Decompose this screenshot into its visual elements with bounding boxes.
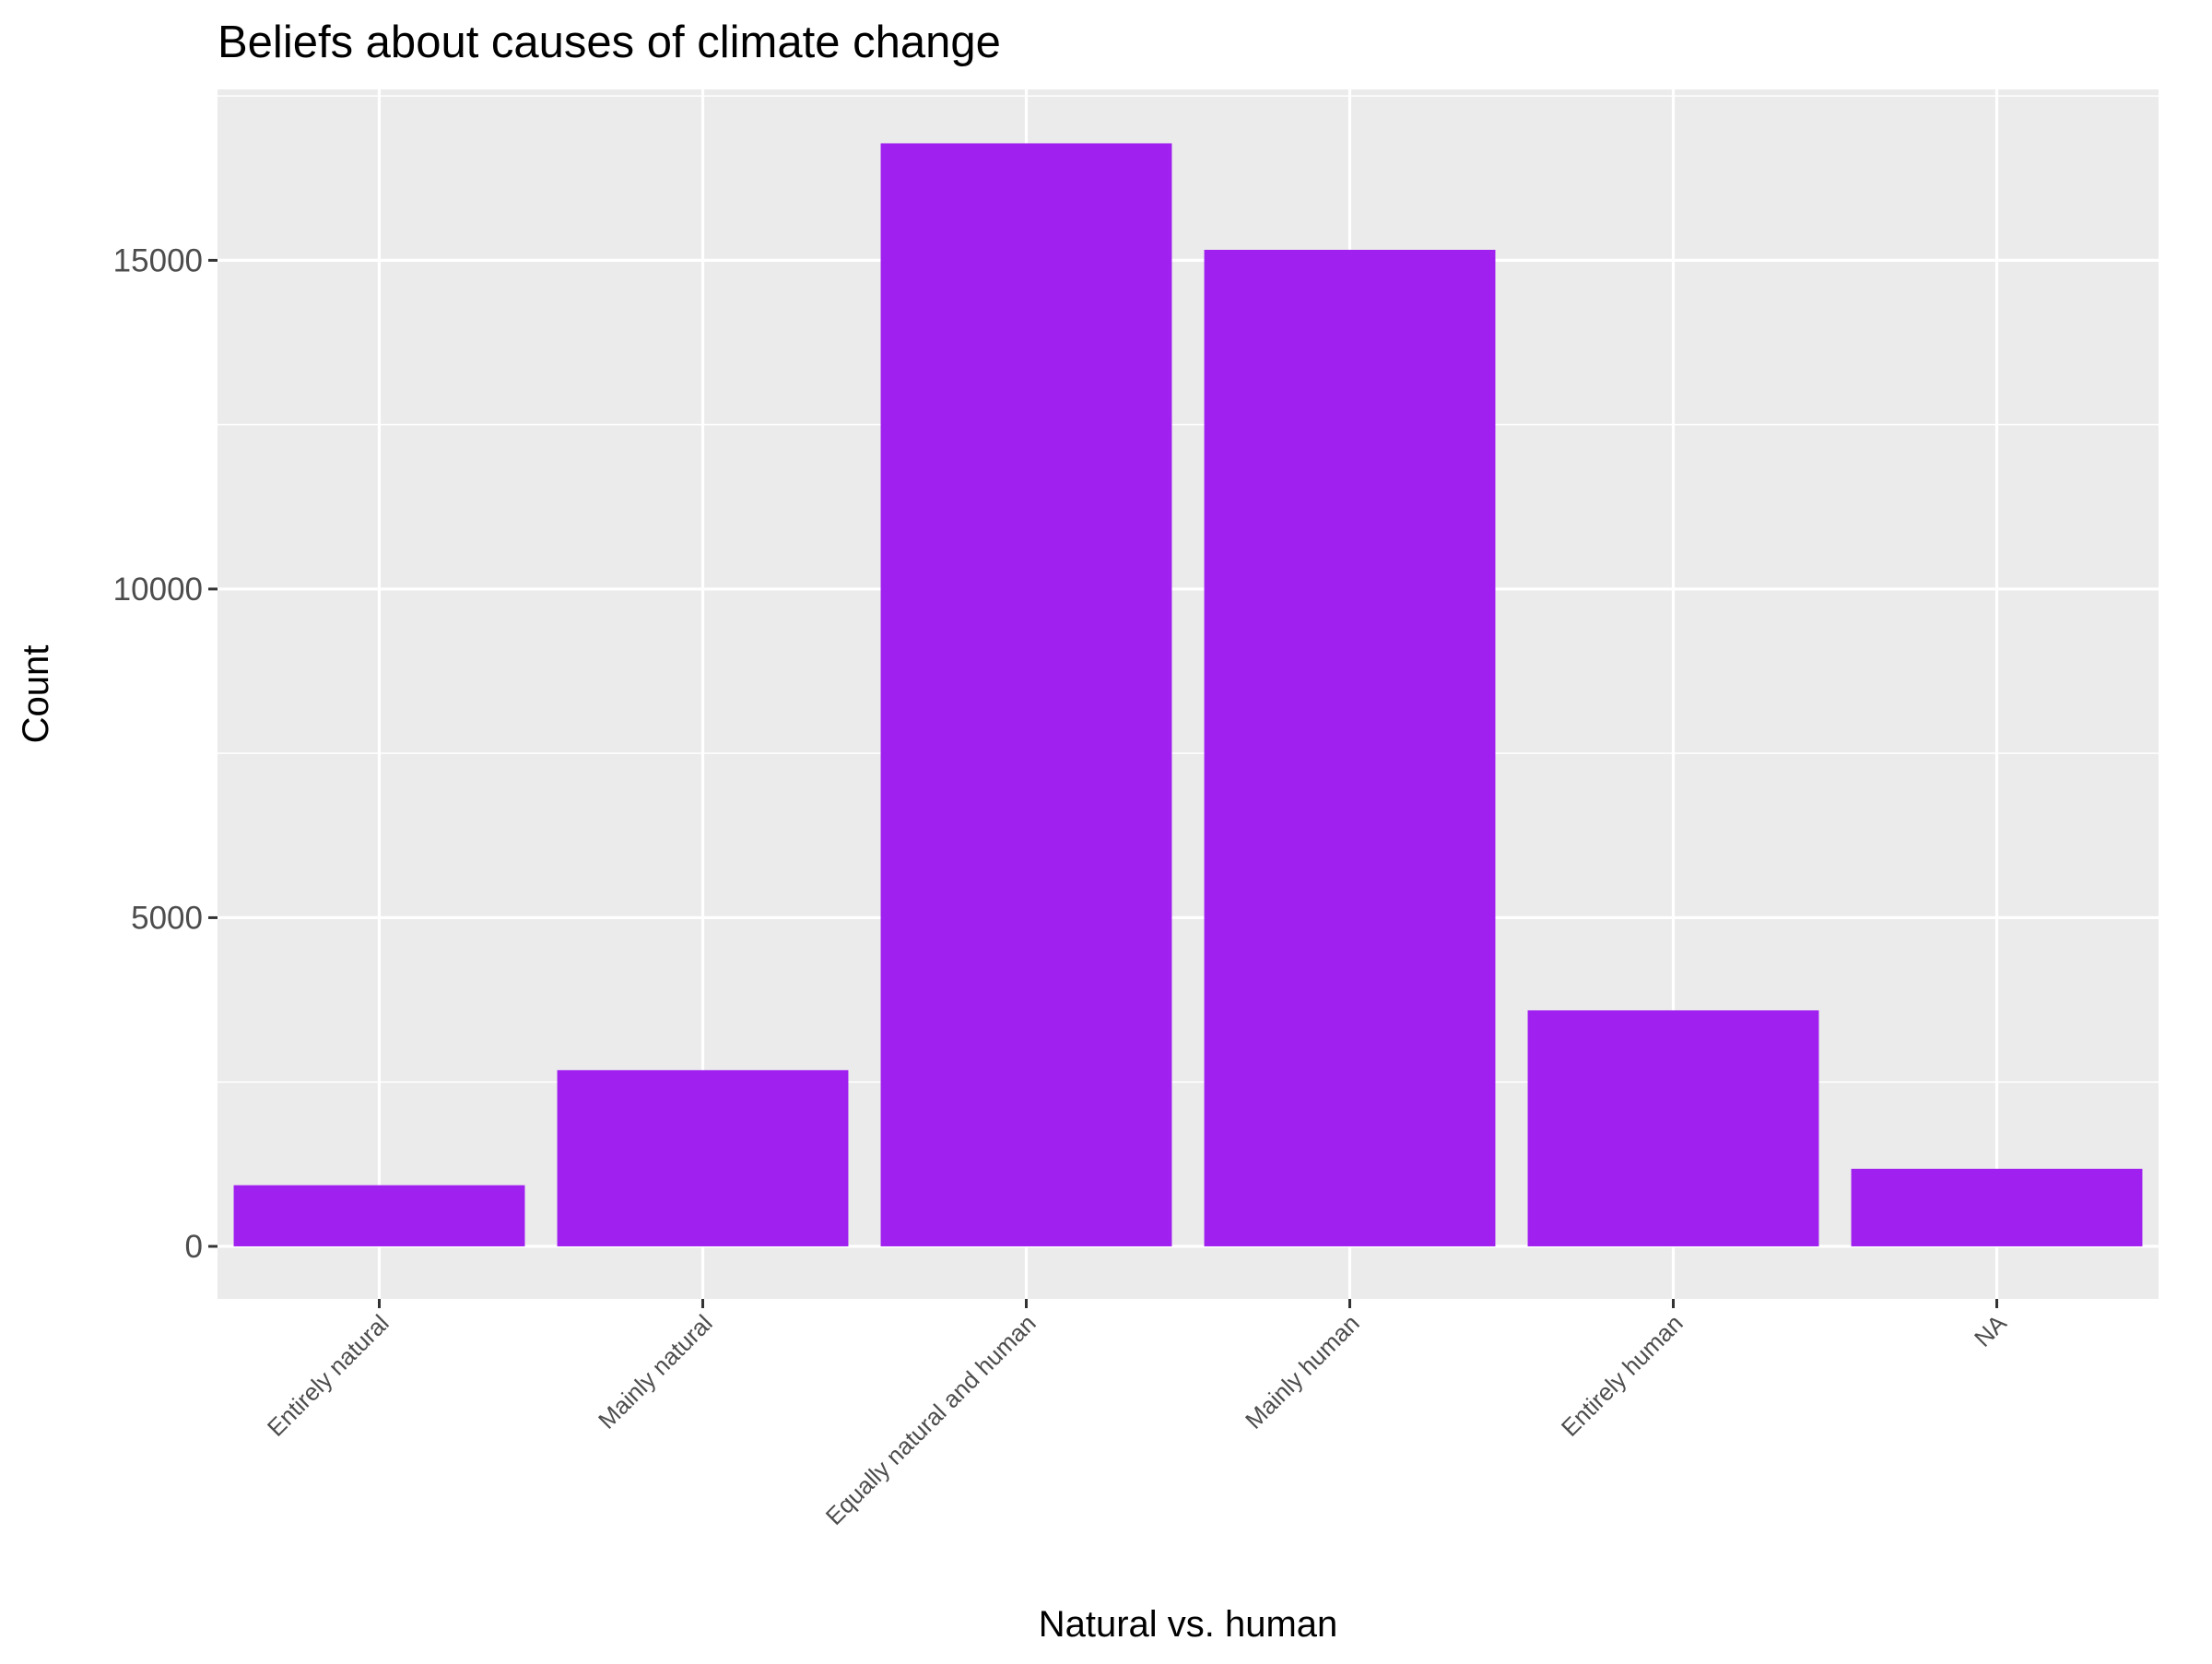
x-tick-label: Mainly human (1240, 1309, 1365, 1434)
y-tick-label: 15000 (113, 242, 203, 278)
x-tick-label: NA (1969, 1309, 2012, 1352)
x-tick-label: Equally natural and human (820, 1309, 1041, 1530)
x-tick-label: Mainly natural (593, 1309, 718, 1434)
x-tick-label: Entirely human (1556, 1309, 1688, 1442)
bar (233, 1185, 525, 1246)
bar (1527, 1009, 1819, 1246)
bar (880, 143, 1172, 1246)
y-tick-label: 0 (185, 1229, 203, 1265)
y-axis-title: Count (16, 645, 56, 744)
chart-title: Beliefs about causes of climate change (218, 18, 1001, 67)
bar (1851, 1168, 2143, 1246)
axis-ticks (208, 258, 1998, 1308)
y-tick-label: 5000 (131, 900, 203, 936)
bar (1204, 249, 1496, 1246)
bars (233, 143, 2143, 1246)
bar (557, 1069, 849, 1246)
x-tick-label: Entirely natural (262, 1309, 394, 1442)
plot-panel (218, 89, 2159, 1299)
y-tick-label: 10000 (113, 572, 203, 608)
x-axis-title: Natural vs. human (1039, 1604, 1338, 1645)
